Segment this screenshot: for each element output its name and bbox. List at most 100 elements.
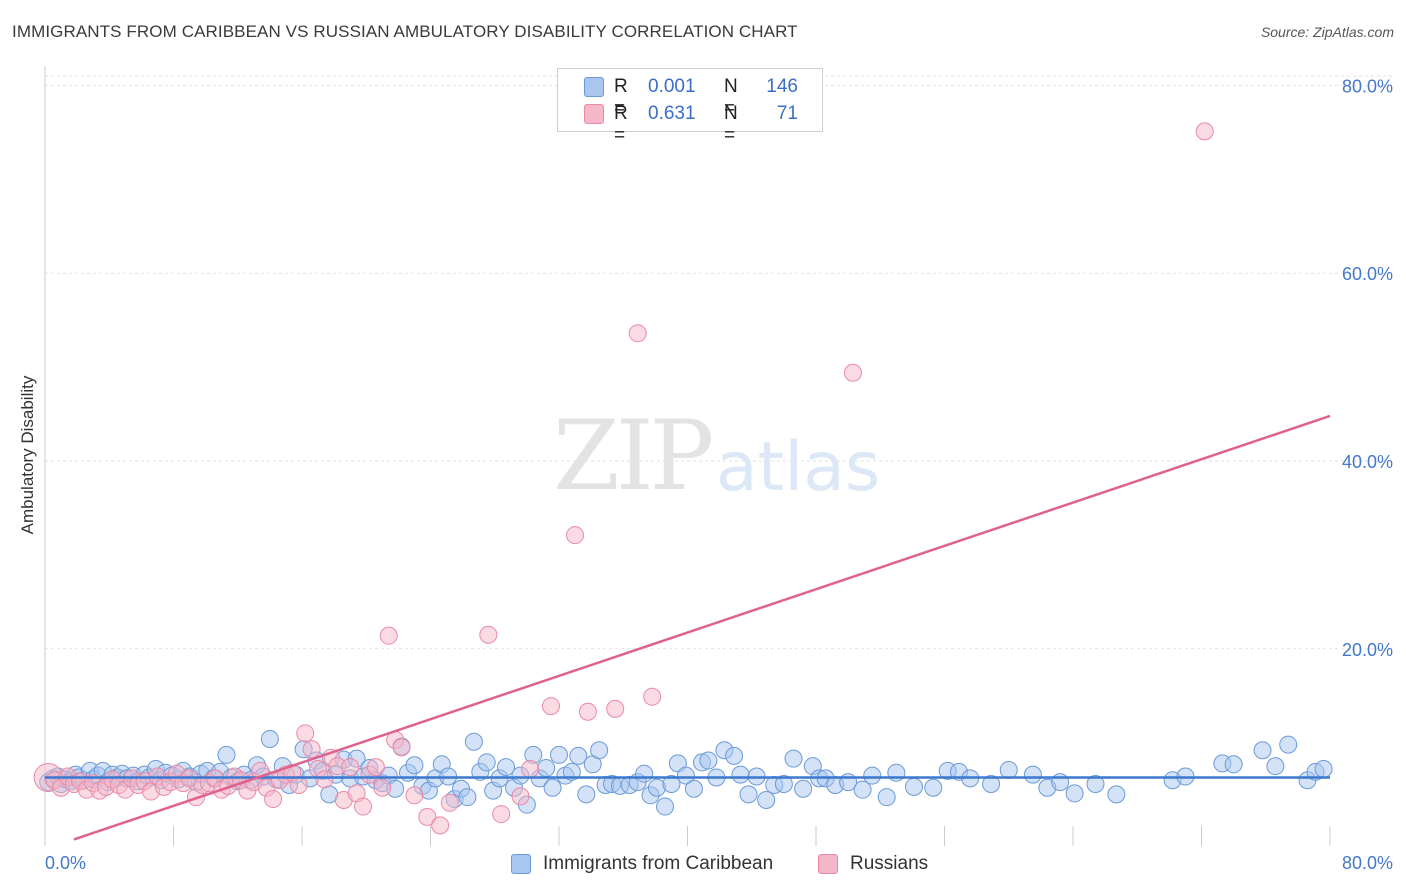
- correlation-legend: R = 0.001 N = 146 R = 0.631 N = 71: [557, 68, 823, 146]
- y-tick-label: 60.0%: [1342, 264, 1393, 284]
- data-point-russians: [578, 702, 597, 721]
- data-point-caribbean: [217, 745, 236, 764]
- data-point-caribbean: [982, 775, 1001, 794]
- data-point-caribbean: [260, 729, 279, 748]
- y-tick-label: 80.0%: [1342, 76, 1393, 96]
- data-point-caribbean: [774, 775, 793, 794]
- data-point-russians: [418, 807, 437, 826]
- data-point-russians: [643, 687, 662, 706]
- grid-lines: [45, 75, 1392, 650]
- source-label: Source: ZipAtlas.com: [1260, 24, 1394, 40]
- legend-r-label: R =: [614, 103, 628, 146]
- legend-n-value: 71: [776, 103, 798, 124]
- data-point-caribbean: [569, 746, 588, 765]
- data-point-caribbean: [1314, 760, 1333, 778]
- legend-swatch-caribbean: [584, 77, 604, 97]
- data-point-russians: [440, 793, 459, 812]
- data-point-caribbean: [1086, 775, 1105, 794]
- data-point-caribbean: [853, 780, 872, 799]
- y-tick-label: 40.0%: [1342, 452, 1393, 472]
- data-point-russians: [392, 738, 411, 757]
- data-point-caribbean: [458, 788, 477, 807]
- data-point-caribbean: [863, 766, 882, 785]
- data-point-russians: [1195, 122, 1214, 141]
- data-point-caribbean: [887, 763, 906, 782]
- data-point-russians: [843, 363, 862, 382]
- data-point-caribbean: [784, 749, 803, 768]
- data-point-caribbean: [1065, 784, 1084, 803]
- data-point-caribbean: [543, 778, 562, 797]
- data-point-caribbean: [1253, 741, 1272, 760]
- data-point-caribbean: [1107, 785, 1126, 804]
- data-point-russians: [492, 805, 511, 824]
- data-point-caribbean: [1279, 735, 1298, 754]
- data-point-russians: [628, 324, 647, 343]
- data-point-russians: [315, 770, 334, 789]
- data-point-russians: [541, 697, 560, 716]
- trend-lines: [45, 414, 1331, 841]
- watermark-zip: ZIP: [553, 400, 714, 512]
- legend-swatch-russians: [584, 104, 604, 124]
- legend-n-label: N =: [724, 76, 738, 119]
- data-point-caribbean: [676, 766, 695, 785]
- data-point-caribbean: [550, 745, 568, 764]
- data-point-russians: [264, 790, 283, 809]
- data-point-russians: [566, 526, 585, 545]
- data-point-caribbean: [1051, 773, 1070, 792]
- data-point-caribbean: [725, 746, 744, 765]
- data-point-russians: [511, 787, 530, 806]
- data-point-caribbean: [699, 751, 718, 770]
- legend-r-value: 0.631: [648, 103, 696, 124]
- legend-swatch-russians: [818, 854, 838, 874]
- data-point-caribbean: [635, 764, 654, 783]
- chart-title: IMMIGRANTS FROM CARIBBEAN VS RUSSIAN AMB…: [12, 22, 798, 41]
- data-point-russians: [341, 758, 360, 777]
- legend-r-label: R =: [614, 76, 628, 119]
- legend-r-value: 0.001: [648, 76, 696, 97]
- data-point-russians: [405, 786, 424, 805]
- x-tick-label: 0.0%: [45, 853, 86, 873]
- data-point-russians: [479, 625, 498, 644]
- axes: [44, 66, 1331, 846]
- series-russians: [33, 122, 1214, 835]
- data-point-caribbean: [739, 785, 758, 804]
- data-point-caribbean: [1023, 765, 1042, 784]
- data-point-russians: [373, 778, 392, 797]
- data-point-russians: [289, 775, 308, 794]
- data-point-caribbean: [877, 788, 896, 807]
- data-point-caribbean: [590, 741, 609, 760]
- data-point-caribbean: [562, 762, 581, 781]
- data-point-caribbean: [794, 779, 813, 798]
- data-point-russians: [606, 699, 625, 718]
- x-tick-label: 80.0%: [1342, 853, 1393, 873]
- data-point-caribbean: [684, 779, 703, 798]
- legend-n-label: N =: [724, 103, 738, 146]
- legend-label-caribbean: Immigrants from Caribbean: [543, 853, 774, 874]
- data-point-russians: [354, 797, 373, 816]
- data-point-caribbean: [477, 753, 496, 772]
- data-point-russians: [431, 816, 450, 835]
- data-point-russians: [302, 740, 321, 759]
- data-point-russians: [366, 758, 385, 777]
- data-point-caribbean: [496, 758, 515, 777]
- data-point-caribbean: [1224, 755, 1243, 774]
- data-point-caribbean: [405, 756, 424, 775]
- data-point-caribbean: [1266, 757, 1285, 776]
- data-point-caribbean: [662, 775, 681, 794]
- data-point-russians: [296, 724, 315, 743]
- data-point-caribbean: [731, 765, 750, 784]
- data-point-russians: [521, 760, 540, 778]
- data-point-caribbean: [656, 797, 675, 816]
- data-point-caribbean: [577, 785, 596, 804]
- data-point-caribbean: [904, 777, 923, 796]
- legend-swatch-caribbean: [511, 854, 531, 874]
- data-point-caribbean: [464, 732, 483, 751]
- legend-n-value: 146: [766, 76, 798, 97]
- tick-labels: 20.0% 40.0% 60.0% 80.0% 0.0% 80.0%: [45, 76, 1393, 873]
- data-point-caribbean: [757, 790, 776, 809]
- data-point-caribbean: [537, 759, 556, 778]
- y-tick-label: 20.0%: [1342, 640, 1393, 660]
- data-point-russians: [379, 626, 398, 645]
- legend-label-russians: Russians: [850, 853, 929, 874]
